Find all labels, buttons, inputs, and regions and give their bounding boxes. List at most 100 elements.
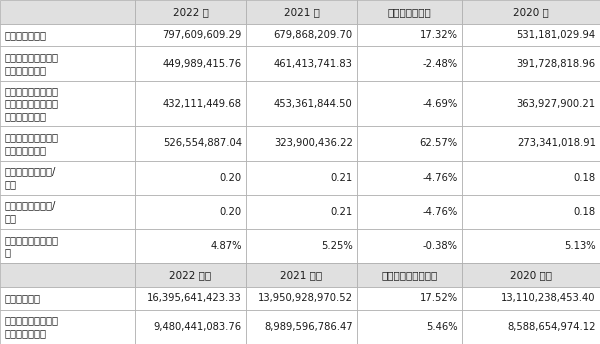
Text: 449,989,415.76: 449,989,415.76 [163,58,242,68]
Bar [357,24,462,46]
Text: 加权平均净资产收益
率: 加权平均净资产收益 率 [4,235,58,258]
Bar [462,161,600,195]
Text: 0.18: 0.18 [574,173,596,183]
Text: 62.57%: 62.57% [419,139,458,149]
Bar [462,310,600,344]
Text: -2.48%: -2.48% [422,58,458,68]
Bar [135,161,246,195]
Text: 5.25%: 5.25% [321,241,353,251]
Bar [0,126,135,161]
Text: 归属于上市公司股东
的净利润（元）: 归属于上市公司股东 的净利润（元） [4,52,58,75]
Text: 5.13%: 5.13% [564,241,596,251]
Bar [462,195,600,229]
Text: 391,728,818.96: 391,728,818.96 [517,58,596,68]
Bar [135,263,246,287]
Bar [246,46,357,81]
Bar [135,46,246,81]
Text: 453,361,844.50: 453,361,844.50 [274,98,353,108]
Bar [462,287,600,310]
Text: 8,989,596,786.47: 8,989,596,786.47 [264,322,353,332]
Text: 5.46%: 5.46% [426,322,458,332]
Text: 4.87%: 4.87% [211,241,242,251]
Text: 归属于上市公司股东
的净资产（元）: 归属于上市公司股东 的净资产（元） [4,315,58,338]
Text: 本年末比上年末增减: 本年末比上年末增减 [382,270,437,280]
Bar [0,161,135,195]
Text: 797,609,609.29: 797,609,609.29 [163,30,242,40]
Bar [0,195,135,229]
Text: 13,110,238,453.40: 13,110,238,453.40 [502,293,596,303]
Text: 2022 年: 2022 年 [173,7,208,17]
Bar [462,46,600,81]
Bar [135,229,246,263]
Bar [135,287,246,310]
Bar [135,24,246,46]
Bar [357,46,462,81]
Bar [462,0,600,24]
Text: 17.52%: 17.52% [419,293,458,303]
Bar [246,0,357,24]
Bar [246,263,357,287]
Bar [0,46,135,81]
Text: 9,480,441,083.76: 9,480,441,083.76 [154,322,242,332]
Bar [0,81,135,126]
Text: 2021 年: 2021 年 [284,7,319,17]
Bar [357,287,462,310]
Bar [357,161,462,195]
Text: 2020 年末: 2020 年末 [510,270,552,280]
Bar [246,161,357,195]
Text: 0.18: 0.18 [574,207,596,217]
Bar [0,24,135,46]
Bar [246,195,357,229]
Bar [357,310,462,344]
Text: -0.38%: -0.38% [423,241,458,251]
Text: 531,181,029.94: 531,181,029.94 [517,30,596,40]
Text: 本年比上年增减: 本年比上年增减 [388,7,431,17]
Bar [246,24,357,46]
Text: 323,900,436.22: 323,900,436.22 [274,139,353,149]
Bar [357,0,462,24]
Bar [462,81,600,126]
Text: 0.20: 0.20 [220,207,242,217]
Bar [135,126,246,161]
Text: 总资产（元）: 总资产（元） [4,293,40,303]
Bar [462,229,600,263]
Bar [357,229,462,263]
Text: 稀释每股收益（元/
股）: 稀释每股收益（元/ 股） [4,201,56,223]
Bar [135,195,246,229]
Text: 526,554,887.04: 526,554,887.04 [163,139,242,149]
Text: 8,588,654,974.12: 8,588,654,974.12 [508,322,596,332]
Bar [246,126,357,161]
Bar [246,229,357,263]
Bar [246,310,357,344]
Bar [357,195,462,229]
Bar [0,263,135,287]
Bar [0,287,135,310]
Text: 归属于上市公司股东
的扣除非经常性损益
的净利润（元）: 归属于上市公司股东 的扣除非经常性损益 的净利润（元） [4,86,58,121]
Text: -4.76%: -4.76% [422,173,458,183]
Bar [135,0,246,24]
Bar [135,310,246,344]
Text: -4.69%: -4.69% [422,98,458,108]
Text: 经营活动产生的现金
流量净额（元）: 经营活动产生的现金 流量净额（元） [4,132,58,155]
Text: 13,950,928,970.52: 13,950,928,970.52 [258,293,353,303]
Bar [246,81,357,126]
Bar [0,0,135,24]
Bar [0,229,135,263]
Text: 363,927,900.21: 363,927,900.21 [517,98,596,108]
Text: 基本每股收益（元/
股）: 基本每股收益（元/ 股） [4,166,56,189]
Text: 16,395,641,423.33: 16,395,641,423.33 [147,293,242,303]
Bar [462,126,600,161]
Text: 2022 年末: 2022 年末 [169,270,212,280]
Text: 461,413,741.83: 461,413,741.83 [274,58,353,68]
Text: 营业收入（元）: 营业收入（元） [4,30,46,40]
Text: 0.20: 0.20 [220,173,242,183]
Text: 273,341,018.91: 273,341,018.91 [517,139,596,149]
Text: 17.32%: 17.32% [420,30,458,40]
Text: 2021 年末: 2021 年末 [280,270,323,280]
Bar [246,287,357,310]
Text: 0.21: 0.21 [331,207,353,217]
Text: 679,868,209.70: 679,868,209.70 [274,30,353,40]
Text: -4.76%: -4.76% [422,207,458,217]
Bar [357,81,462,126]
Text: 432,111,449.68: 432,111,449.68 [163,98,242,108]
